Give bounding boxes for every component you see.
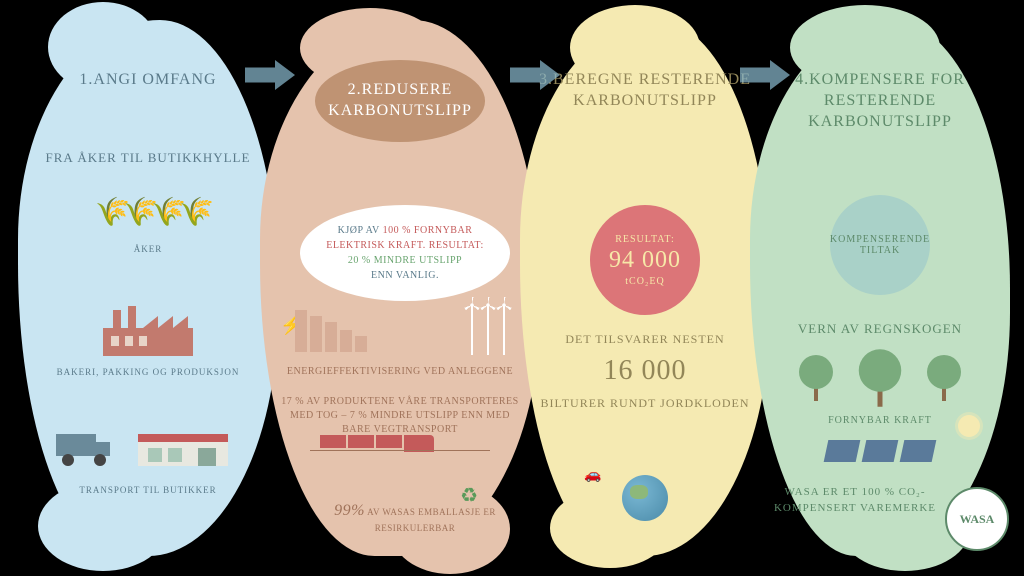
scope-subtitle: FRA ÅKER TIL BUTIKKHYLLE	[18, 150, 278, 166]
tree-icon	[799, 355, 833, 401]
badge-value: 94 000	[590, 247, 700, 274]
solar-icon	[862, 440, 899, 462]
wheat-icon: 🌾	[123, 195, 145, 240]
sun-icon	[958, 415, 980, 437]
seal-text: WASA	[960, 512, 995, 527]
transport-text: 17 % AV PRODUKTENE VÅRE TRANSPORTERES ME…	[280, 395, 520, 437]
bar	[310, 316, 322, 352]
offset-circle: KOMPENSERENDE TILTAK	[830, 195, 930, 295]
eq-pre: DET TILSVARER NESTEN	[520, 330, 770, 349]
wheat-section: 🌾 🌾 🌾 🌾 ÅKER	[18, 195, 278, 254]
windmill-icon	[487, 305, 489, 355]
cloud-percent: 100 % FORNYBAR	[383, 225, 473, 236]
tree-icon	[927, 355, 961, 401]
train-car	[320, 435, 346, 448]
car-icon: 🚗	[584, 467, 601, 484]
bar	[295, 310, 307, 352]
cloud-mid: ELEKTRISK KRAFT. RESULTAT:	[326, 240, 484, 251]
globe-icon	[622, 475, 668, 521]
wasa-seal: WASA	[945, 487, 1009, 551]
final-text: WASA ER ET 100 % CO₂-KOMPENSERT VAREMERK…	[770, 485, 940, 516]
renewable-cloud: KJØP AV 100 % FORNYBAR ELEKTRISK KRAFT. …	[300, 205, 510, 301]
circle-text: KOMPENSERENDE TILTAK	[830, 234, 930, 256]
result-badge: RESULTAT: 94 000 tCO₂EQ	[590, 205, 700, 315]
wheat-icon: 🌾	[179, 195, 201, 240]
recycle-percent: 99%	[334, 502, 365, 519]
wheat-label: ÅKER	[18, 244, 278, 254]
recycle-text: 99% AV WASAS EMBALLASJE ER RESIRKULERBAR	[310, 500, 520, 535]
windmill-icon	[503, 305, 505, 355]
windmills	[471, 305, 505, 355]
windmill-icon	[471, 305, 473, 355]
forest-text: VERN AV REGNSKOGEN	[750, 320, 1010, 338]
badge-unit: tCO₂EQ	[590, 276, 700, 287]
train-car	[348, 435, 374, 448]
eq-value: 16 000	[520, 349, 770, 394]
panel-title: 1.ANGI OMFANG	[18, 70, 278, 91]
transport-label: TRANSPORT TIL BUTIKKER	[18, 485, 278, 495]
tree-icon	[859, 349, 902, 407]
bar	[325, 322, 337, 352]
panel-title: 4.KOMPENSERE FOR RESTERENDE KARBONUTSLIP…	[750, 70, 1010, 132]
energy-text: ENERGIEFFEKTIVISERING VED ANLEGGENE	[280, 365, 520, 379]
solar-icon	[900, 440, 937, 462]
factory-label: BAKERI, PAKKING OG PRODUKSJON	[18, 367, 278, 377]
factory-icon	[93, 300, 203, 358]
solar-panels	[750, 440, 1010, 462]
panel-compensate: 4.KOMPENSERE FOR RESTERENDE KARBONUTSLIP…	[750, 20, 1010, 556]
truck-store-icon	[48, 420, 248, 476]
panel-scope: 1.ANGI OMFANG FRA ÅKER TIL BUTIKKHYLLE 🌾…	[18, 20, 278, 556]
equivalent-text: DET TILSVARER NESTEN 16 000 BILTURER RUN…	[520, 330, 770, 413]
train-car	[376, 435, 402, 448]
bar	[355, 336, 367, 352]
bar-chart	[295, 310, 367, 352]
panel-calculate: 3.BEREGNE RESTERENDE KARBONUTSLIPP RESUL…	[520, 20, 770, 556]
transport-section: TRANSPORT TIL BUTIKKER	[18, 420, 278, 495]
cloud-percent2: 20 % MINDRE UTSLIPP	[348, 255, 462, 266]
recycle-label: AV WASAS EMBALLASJE ER RESIRKULERBAR	[367, 507, 496, 533]
train-track	[310, 450, 490, 451]
solar-icon	[824, 440, 861, 462]
cloud-post: ENN VANLIG.	[371, 270, 439, 281]
trees	[750, 355, 1010, 401]
wheat-icon: 🌾	[151, 195, 173, 240]
panel-title: 2.REDUSERE KARBONUTSLIPP	[315, 60, 485, 142]
factory-section: BAKERI, PAKKING OG PRODUKSJON	[18, 300, 278, 377]
panel-reduce: 2.REDUSERE KARBONUTSLIPP KJØP AV 100 % F…	[260, 20, 540, 556]
badge-label: RESULTAT:	[590, 234, 700, 245]
eq-post: BILTURER RUNDT JORDKLODEN	[520, 394, 770, 413]
bar	[340, 330, 352, 352]
wheat-row: 🌾 🌾 🌾 🌾	[18, 195, 278, 240]
cloud-text: KJØP AV	[338, 225, 383, 236]
wheat-icon: 🌾	[95, 195, 117, 240]
